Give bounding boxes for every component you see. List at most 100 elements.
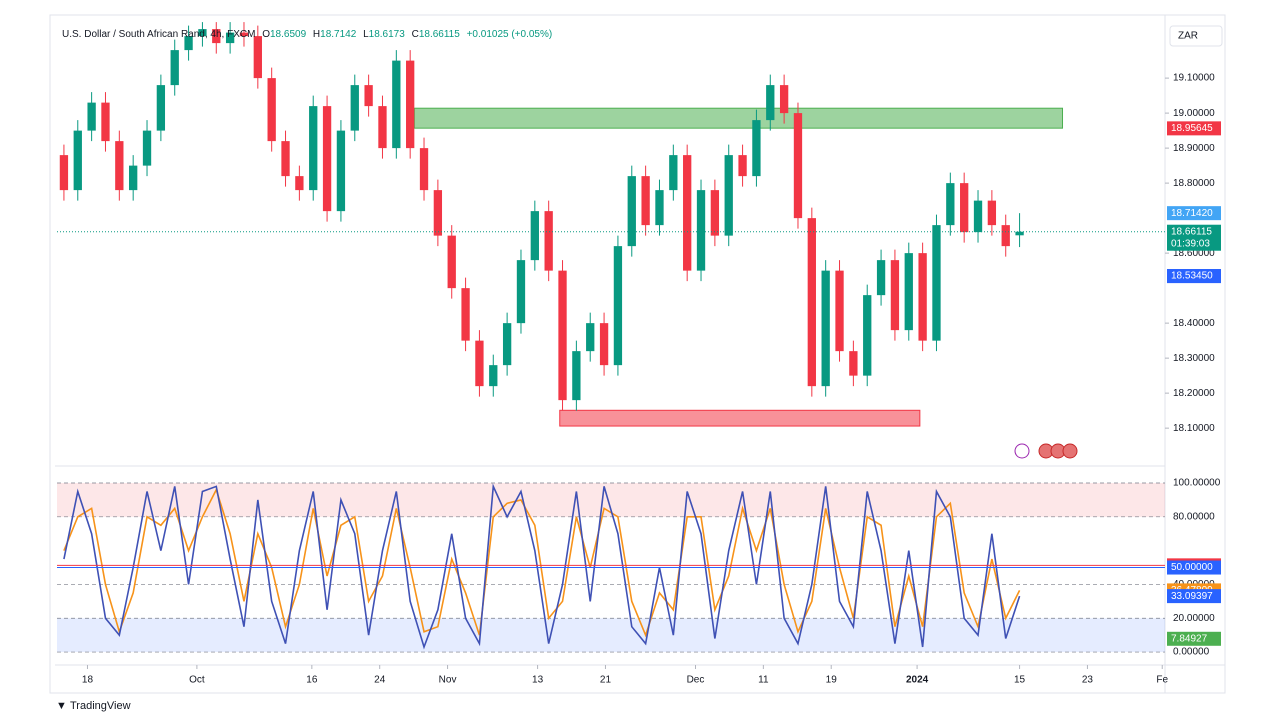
brand-logo: ▼ (56, 700, 67, 712)
y-tick-label: 20.00000 (1173, 613, 1215, 624)
candle-body (738, 155, 747, 177)
candle-body (87, 102, 96, 131)
y-tick-label: 19.00000 (1173, 108, 1215, 119)
candle-body (184, 36, 193, 51)
symbol: U.S. Dollar / South African Rand, 4h, FX… (62, 29, 255, 40)
symbol-legend: U.S. Dollar / South African Rand, 4h, FX… (62, 29, 552, 40)
x-tick-label: 19 (826, 675, 838, 686)
candle-body (960, 183, 969, 233)
event-icon[interactable] (1014, 443, 1030, 459)
axes: 18.10000 18.20000 18.30000 18.40000 18.60000… (82, 73, 1221, 686)
price-label: 50.00000 (1171, 562, 1213, 573)
x-tick-label: 21 (600, 675, 612, 686)
candle-body (253, 36, 262, 79)
candle-body (156, 85, 166, 131)
ohlc-label: O (262, 29, 270, 40)
candle-body (849, 351, 858, 376)
price-label: 18.66115 (1171, 226, 1212, 237)
event-flag[interactable] (1062, 443, 1078, 459)
candle-body (973, 200, 983, 233)
candle-body (364, 85, 373, 107)
candle-body (613, 246, 623, 366)
candle-body (129, 165, 138, 191)
zone (413, 107, 1064, 129)
candle-body (932, 225, 941, 341)
y-tick-label: 18.90000 (1173, 143, 1215, 154)
candle-body (350, 85, 359, 131)
candle-body (281, 141, 290, 177)
candle-body (198, 29, 207, 37)
candle-body (59, 155, 69, 191)
y-tick-label: 18.60000 (1173, 248, 1215, 259)
candle-body (946, 183, 955, 226)
candle-body (835, 270, 844, 352)
candle-body (475, 340, 484, 387)
x-tick-label: 24 (374, 675, 386, 686)
candle-body (987, 200, 997, 226)
countdown: 01:39:03 (1171, 238, 1210, 249)
x-tick-label: Nov (439, 675, 457, 686)
candle-body (655, 190, 664, 226)
candle-body (489, 365, 498, 387)
candle-body (572, 351, 581, 401)
price-pane (57, 22, 1165, 427)
currency-label: ZAR (1178, 31, 1198, 42)
candle-body (461, 288, 470, 341)
x-tick-label: 16 (306, 675, 318, 686)
candle-body (295, 176, 304, 191)
ohlc-value: 18.7142 (320, 29, 357, 40)
candle-body (378, 106, 387, 149)
price-label-box (1167, 269, 1221, 284)
band (57, 618, 1165, 653)
candle-body (641, 176, 650, 226)
candle-body (447, 235, 456, 289)
candle-body (558, 270, 567, 401)
candle-body (322, 106, 332, 212)
candle-body (821, 270, 830, 387)
candle-body (544, 211, 553, 271)
candle-body (683, 155, 692, 271)
ohlc-label: L (363, 29, 369, 40)
price-label-box (1167, 589, 1221, 604)
candle-body (419, 148, 429, 191)
currency-button[interactable] (1169, 25, 1223, 47)
candle-body (239, 32, 249, 37)
x-tick-label: Dec (687, 675, 705, 686)
candle-body (73, 130, 82, 191)
price-label: 33.09397 (1171, 591, 1213, 602)
candle-body (433, 190, 443, 236)
change: +0.01025 (+0.05%) (467, 29, 553, 40)
y-tick-label: 18.20000 (1173, 388, 1215, 399)
x-tick-label: 15 (1014, 675, 1026, 686)
oscillator-line (63, 483, 1021, 650)
zone (559, 409, 921, 427)
x-tick-label: 13 (532, 675, 544, 686)
candle-body (406, 60, 415, 149)
candle-body (115, 141, 124, 191)
candle-body (336, 130, 346, 212)
candle-body (876, 260, 886, 296)
y-tick-label: 80.00000 (1173, 511, 1215, 522)
candle-body (890, 260, 900, 331)
candle-body (267, 78, 276, 142)
candle-body (696, 190, 706, 271)
price-label: 18.95645 (1171, 123, 1213, 134)
candle-body (807, 218, 816, 387)
x-tick-label: 18 (82, 675, 94, 686)
x-tick-label: Fe (1156, 675, 1168, 686)
y-tick-label: 18.30000 (1173, 353, 1215, 364)
price-label-box (1167, 631, 1221, 646)
y-tick-label: 18.40000 (1173, 318, 1215, 329)
candle-body (586, 323, 595, 352)
candle-body (627, 176, 636, 247)
candle-body (669, 155, 678, 191)
candle-body (142, 130, 152, 166)
price-label: 18.53450 (1171, 271, 1213, 282)
price-label: 18.71420 (1171, 208, 1213, 219)
candle-body (766, 85, 775, 121)
candle-body (516, 260, 526, 324)
candle-body (752, 120, 761, 177)
candle-body (918, 253, 927, 341)
ohlc-label: C (412, 29, 419, 40)
